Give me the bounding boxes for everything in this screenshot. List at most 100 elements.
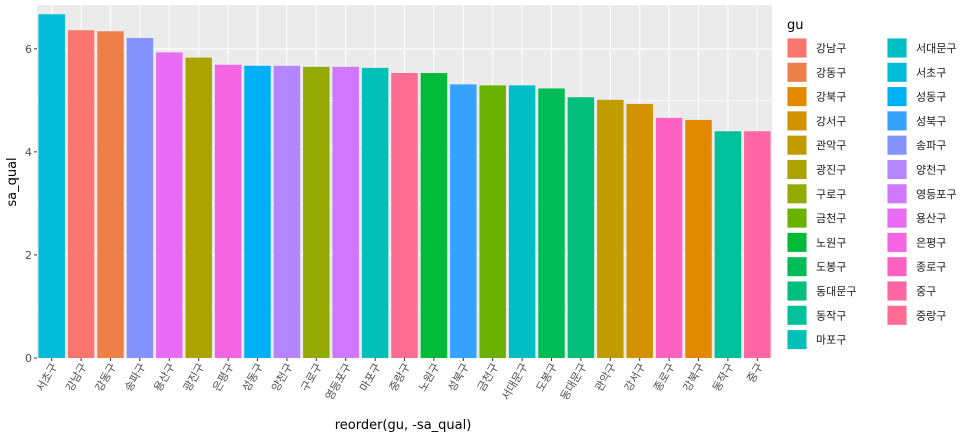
legend-swatch [787, 305, 807, 325]
legend-swatch [787, 281, 807, 301]
legend-label: 강서구 [816, 115, 846, 128]
legend-swatch [887, 208, 907, 228]
x-tick-label: 광진구 [181, 361, 207, 394]
y-tick-label: 6 [25, 43, 32, 56]
x-tick-label: 구로구 [298, 361, 324, 394]
bar [538, 88, 565, 358]
x-tick-label: 성북구 [445, 361, 471, 394]
legend-label: 금천구 [816, 211, 846, 225]
x-tick-label: 노원구 [416, 361, 442, 394]
x-tick-label: 중구 [745, 361, 766, 385]
legend-swatch [887, 257, 907, 277]
x-tick-label: 은평구 [210, 361, 236, 394]
legend-swatch [787, 208, 807, 228]
y-axis-title: sa_qual [5, 157, 20, 206]
bar [626, 103, 653, 359]
bar [714, 131, 742, 358]
y-tick-label: 0 [25, 352, 32, 365]
bar [597, 99, 624, 358]
legend-label: 강북구 [816, 91, 846, 104]
legend-label: 동작구 [816, 309, 846, 322]
legend-label: 송파구 [916, 139, 946, 152]
legend-swatch [887, 232, 907, 252]
bar [185, 57, 212, 358]
legend-swatch [787, 330, 807, 350]
x-tick-label: 중랑구 [387, 361, 413, 394]
legend-label: 광진구 [816, 164, 846, 177]
x-tick-label: 서초구 [34, 361, 60, 394]
bar [332, 66, 359, 358]
legend-swatch [787, 232, 807, 252]
bar [38, 14, 65, 359]
bar [508, 85, 536, 359]
legend-swatch [787, 257, 807, 277]
x-tick-label: 강남구 [63, 361, 89, 394]
legend: gu 강남구강동구강북구강서구관악구광진구구로구금천구노원구도봉구동대문구동작구… [787, 18, 956, 350]
x-tick-label: 관악구 [592, 361, 618, 394]
legend-label: 서초구 [916, 66, 946, 79]
bar [214, 64, 242, 358]
x-tick-label: 성동구 [240, 361, 266, 394]
bar [303, 66, 330, 358]
x-tick-label: 마포구 [357, 361, 383, 394]
legend-title: gu [787, 18, 804, 33]
legend-label: 용산구 [916, 212, 946, 225]
legend-swatch [787, 184, 807, 204]
bar [391, 73, 418, 358]
legend-swatch [787, 62, 807, 82]
legend-swatch [787, 38, 807, 58]
bar [244, 65, 271, 358]
legend-swatch [887, 62, 907, 82]
bar [67, 30, 95, 358]
bar [479, 85, 506, 359]
legend-label: 관악구 [816, 139, 846, 152]
bar [126, 37, 154, 359]
legend-swatch [787, 87, 807, 107]
legend-swatch [887, 111, 907, 131]
bar [567, 97, 595, 358]
bar [361, 67, 389, 359]
x-tick-label: 강북구 [681, 361, 707, 394]
legend-label: 종로구 [916, 261, 946, 274]
y-tick-label: 4 [25, 146, 32, 159]
legend-label: 성북구 [916, 115, 946, 128]
legend-label: 은평구 [916, 236, 946, 249]
y-axis: 0 2 4 6 [25, 43, 37, 365]
x-tick-label: 종로구 [651, 361, 677, 394]
x-tick-label: 용산구 [151, 361, 177, 394]
legend-label: 영등포구 [916, 188, 956, 201]
legend-swatch [787, 111, 807, 131]
x-tick-label: 동작구 [710, 361, 736, 394]
y-tick-label: 2 [25, 249, 32, 262]
legend-swatch [887, 38, 907, 58]
bar [97, 31, 124, 359]
bars-layer [38, 14, 771, 359]
legend-label: 노원구 [816, 236, 846, 249]
legend-swatch [887, 160, 907, 179]
legend-swatch [887, 135, 907, 155]
x-tick-label: 도봉구 [534, 361, 560, 394]
bar [450, 84, 477, 358]
bar [685, 119, 712, 359]
x-tick-label: 금천구 [474, 361, 501, 394]
legend-label: 서대문구 [916, 42, 956, 55]
legend-label: 성동구 [916, 91, 946, 104]
x-tick-label: 강서구 [622, 361, 648, 394]
bar [655, 117, 683, 358]
legend-label: 동대문구 [816, 285, 856, 298]
legend-swatch [787, 160, 807, 179]
legend-label: 도봉구 [816, 261, 846, 274]
legend-label: 강동구 [816, 66, 846, 79]
legend-swatch [887, 184, 907, 204]
x-tick-label: 동대문구 [558, 361, 590, 403]
bar [744, 131, 771, 358]
legend-swatch [887, 87, 907, 107]
bar [420, 73, 448, 358]
legend-swatch [887, 281, 907, 301]
x-tick-label: 영등포구 [323, 361, 355, 403]
legend-label: 중구 [916, 285, 936, 298]
x-tick-label: 송파구 [122, 361, 148, 394]
legend-label: 중랑구 [916, 309, 946, 322]
bar [156, 52, 183, 358]
